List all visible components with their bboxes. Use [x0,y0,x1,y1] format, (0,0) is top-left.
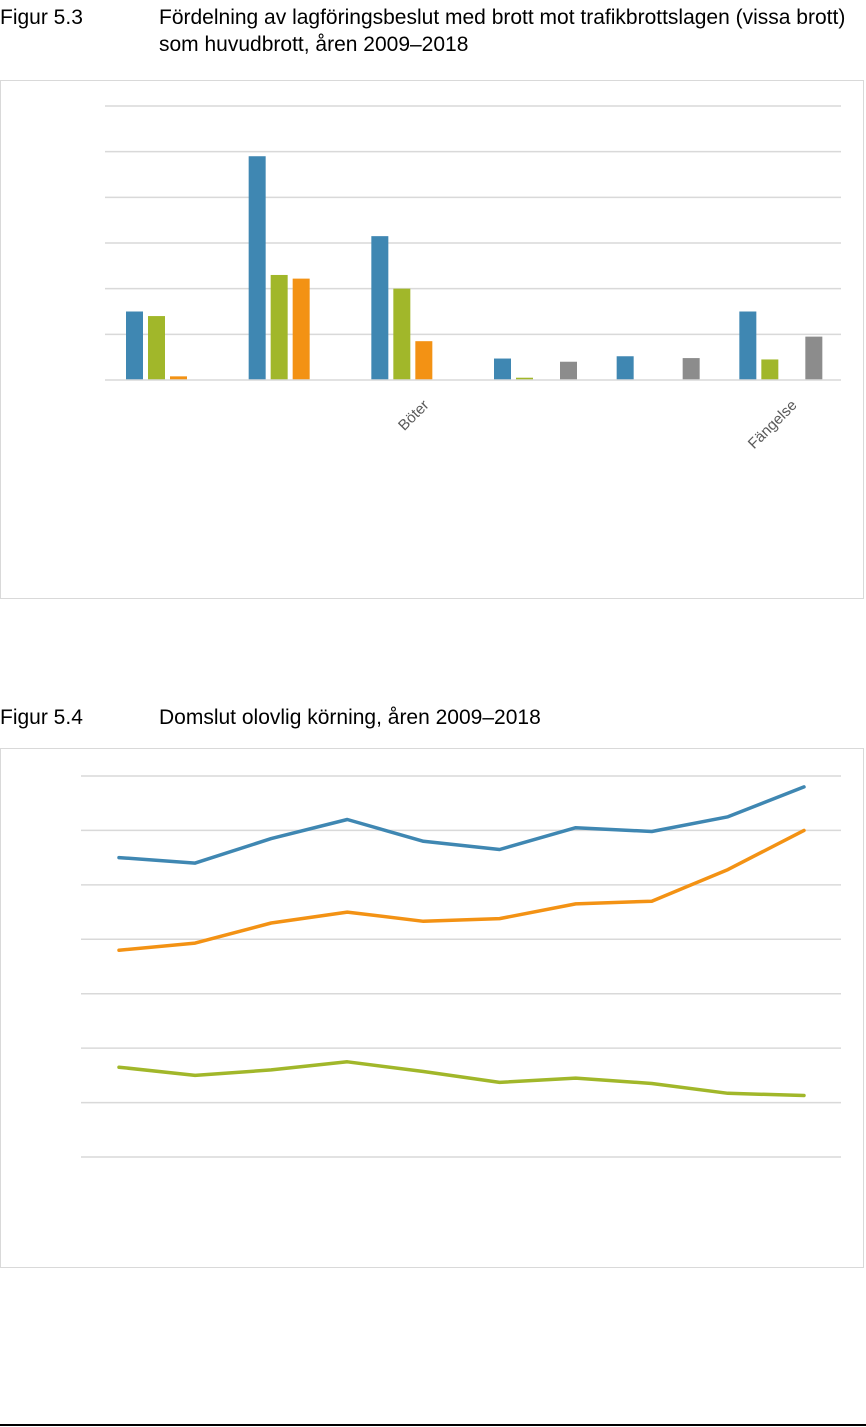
gridlines [81,775,841,1158]
bar [761,359,779,380]
series-lines [117,785,806,1098]
bar [616,356,634,380]
series-line [117,828,806,952]
x-tick-label: Fängelse [745,397,801,453]
series-line [117,785,806,865]
page-bottom-rule [0,1424,866,1426]
bar [415,341,433,380]
bar [516,377,533,380]
gridlines [105,105,841,336]
figure-title: Fördelning av lagföringsbeslut med brott… [159,6,846,56]
figure-number: Figur 5.4 [0,706,83,729]
bar [248,156,266,380]
bar [292,278,310,380]
bar [126,311,143,380]
bar [371,236,389,380]
category-labels: Böter Fängelse [395,397,800,453]
bars [126,156,823,380]
line-chart-panel [0,748,864,1268]
bar [560,361,577,380]
bar [494,358,511,380]
figure-title: Domslut olovlig körning, åren 2009–2018 [159,706,541,729]
bar [270,274,288,380]
figure-number: Figur 5.3 [0,6,83,29]
bar [148,316,165,380]
bar [682,358,700,380]
bar [739,311,757,380]
bar [170,376,187,380]
line-chart [81,775,841,1158]
bar-chart: Böter Fängelse [105,105,841,453]
bar [393,288,411,380]
bar-chart-panel: Böter Fängelse [0,80,864,599]
x-tick-label: Böter [395,397,432,434]
series-line [117,1060,806,1098]
bar [805,336,823,380]
